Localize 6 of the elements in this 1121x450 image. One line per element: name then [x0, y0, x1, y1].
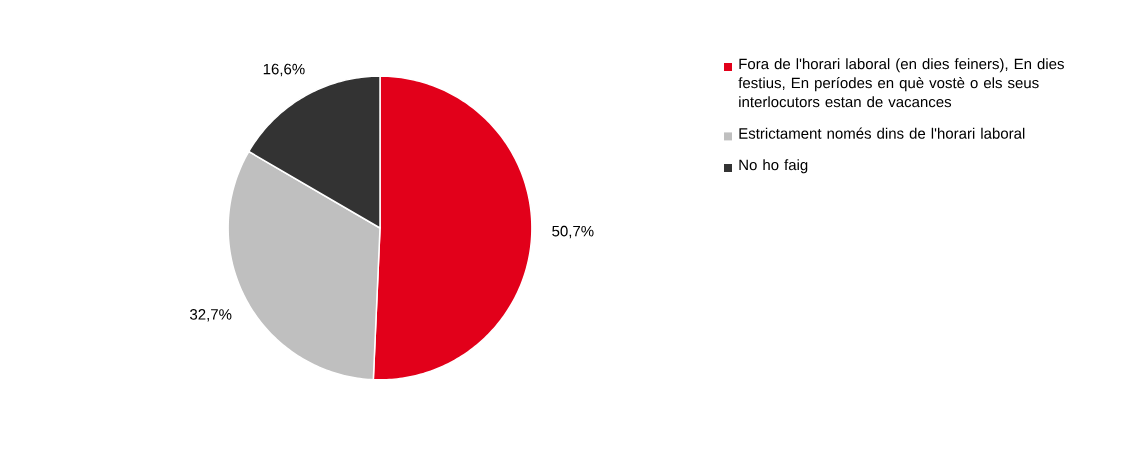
- legend-label: Estrictament només dins de l'horari laboral: [739, 127, 1025, 139]
- data-label: 32,7%: [190, 309, 232, 322]
- data-label: 50,7%: [552, 225, 594, 239]
- legend-label: Fora de l'horari laboral (en dies feiners), En dies festius, En períodes en què vostè o els seus interlocutors estan de vacances: [738, 58, 1064, 108]
- legend-label: No ho faig: [739, 159, 808, 174]
- data-label: 16,6%: [263, 63, 305, 77]
